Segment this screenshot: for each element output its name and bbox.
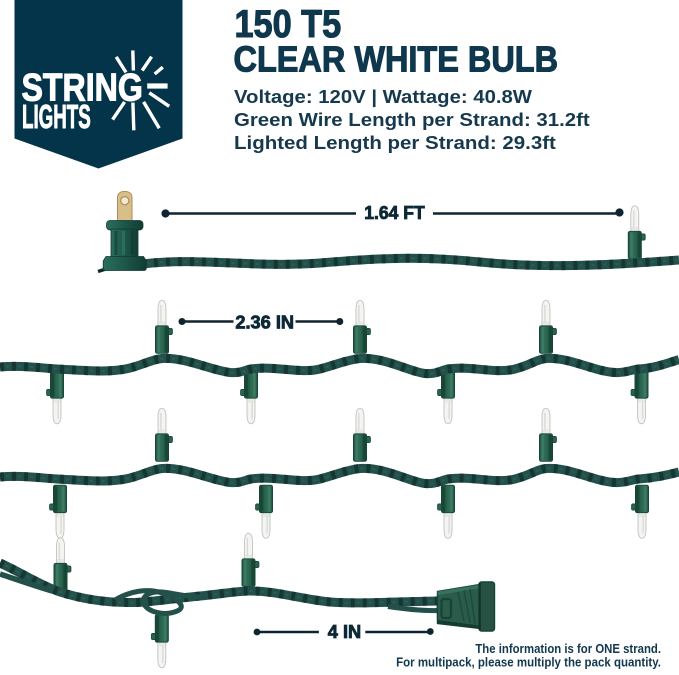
svg-text:150 T5: 150 T5 xyxy=(235,2,342,45)
svg-text:Lighted Length per Strand: 29.: Lighted Length per Strand: 29.3ft xyxy=(234,133,556,154)
svg-text:LIGHTS: LIGHTS xyxy=(22,97,91,135)
svg-text:CLEAR WHITE BULB: CLEAR WHITE BULB xyxy=(234,40,559,80)
svg-text:Voltage: 120V | Wattage: 40.8W: Voltage: 120V | Wattage: 40.8W xyxy=(234,88,533,108)
svg-text:The information is for ONE str: The information is for ONE strand. xyxy=(475,641,661,656)
svg-text:Green Wire Length per Strand:: Green Wire Length per Strand: 31.2ft xyxy=(234,110,590,131)
svg-text:4 IN: 4 IN xyxy=(328,621,361,642)
svg-text:2.36 IN: 2.36 IN xyxy=(235,311,294,332)
svg-text:1.64 FT: 1.64 FT xyxy=(364,203,425,224)
svg-text:For multipack, please multiply: For multipack, please multiply the pack … xyxy=(396,655,661,670)
